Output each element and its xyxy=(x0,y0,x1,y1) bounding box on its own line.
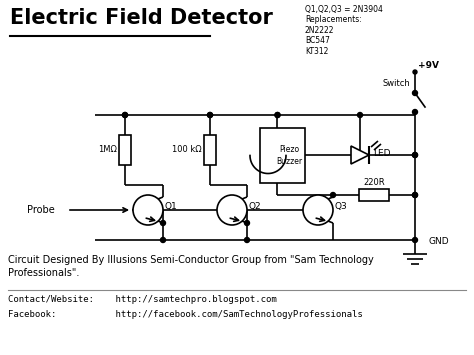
Text: GND: GND xyxy=(429,237,450,246)
Text: 1MΩ: 1MΩ xyxy=(98,146,117,154)
Text: 220R: 220R xyxy=(363,178,385,187)
Circle shape xyxy=(245,237,249,242)
Circle shape xyxy=(303,195,333,225)
Circle shape xyxy=(412,109,418,115)
Bar xyxy=(260,128,305,183)
Circle shape xyxy=(133,195,163,225)
Text: Circuit Designed By Illusions Semi-Conductor Group from "Sam Technology
Professi: Circuit Designed By Illusions Semi-Condu… xyxy=(8,255,374,278)
Circle shape xyxy=(208,113,212,118)
Text: Probe: Probe xyxy=(27,205,55,215)
Text: Q3: Q3 xyxy=(335,202,348,211)
Circle shape xyxy=(357,113,363,118)
Polygon shape xyxy=(351,146,369,164)
Circle shape xyxy=(412,237,418,242)
Text: Switch: Switch xyxy=(382,79,410,88)
Circle shape xyxy=(161,237,165,242)
Text: +9V: +9V xyxy=(418,61,439,70)
Circle shape xyxy=(275,113,280,118)
Text: Q1: Q1 xyxy=(165,202,178,211)
Circle shape xyxy=(412,153,418,158)
Text: Facebook:           http://facebook.com/SamTechnologyProfessionals: Facebook: http://facebook.com/SamTechnol… xyxy=(8,310,363,319)
Circle shape xyxy=(412,91,418,95)
Circle shape xyxy=(412,192,418,197)
Text: Electric Field Detector: Electric Field Detector xyxy=(10,8,273,28)
Circle shape xyxy=(412,192,418,197)
Text: 100 kΩ: 100 kΩ xyxy=(173,146,202,154)
Circle shape xyxy=(413,70,417,74)
Bar xyxy=(119,135,131,165)
Bar xyxy=(204,135,216,165)
Circle shape xyxy=(122,113,128,118)
Circle shape xyxy=(412,153,418,158)
Text: Contact/Website:    http://samtechpro.blogspot.com: Contact/Website: http://samtechpro.blogs… xyxy=(8,295,277,304)
Text: Q1,Q2,Q3 = 2N3904
Replacements:
2N2222
BC547
KT312: Q1,Q2,Q3 = 2N3904 Replacements: 2N2222 B… xyxy=(305,5,383,56)
Bar xyxy=(359,189,389,201)
Circle shape xyxy=(122,113,128,118)
Circle shape xyxy=(330,192,336,197)
Circle shape xyxy=(208,113,212,118)
Text: Piezo
Buzzer: Piezo Buzzer xyxy=(276,146,302,165)
Text: Q2: Q2 xyxy=(249,202,262,211)
Circle shape xyxy=(217,195,247,225)
Circle shape xyxy=(245,220,249,225)
Text: LED: LED xyxy=(373,148,391,158)
Circle shape xyxy=(275,113,280,118)
Circle shape xyxy=(161,220,165,225)
